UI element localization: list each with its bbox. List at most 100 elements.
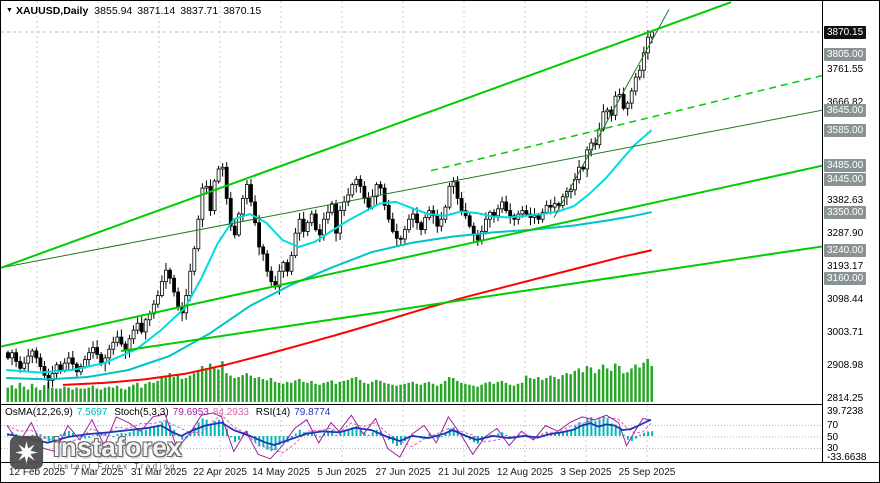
candle-body: [269, 270, 274, 283]
candle-body: [192, 248, 197, 272]
volume-bar: [447, 377, 451, 402]
candle-body: [66, 357, 71, 364]
volume-bar: [597, 369, 601, 402]
osma-bar: [120, 432, 123, 436]
volume-bar: [79, 388, 82, 402]
candle-body: [520, 210, 525, 215]
volume-bar: [500, 380, 504, 402]
volume-bar: [435, 385, 439, 402]
osma-bar: [116, 434, 119, 436]
volume-bar: [395, 385, 398, 402]
candle-body: [119, 336, 124, 345]
volume-bar: [533, 378, 536, 402]
candle-body: [30, 350, 35, 357]
volume-bar: [298, 378, 301, 402]
volume-bar: [225, 373, 228, 402]
volume-bar: [184, 378, 188, 402]
candle-body: [309, 213, 314, 224]
candle-body: [544, 204, 549, 213]
volume-bar: [148, 381, 151, 402]
instaforex-tagline: Instant Forex Trading: [53, 462, 177, 471]
trendline: [120, 245, 822, 352]
volume-bar: [249, 375, 252, 402]
osma-bar: [343, 430, 346, 436]
osma-bar: [614, 424, 617, 436]
candle-body: [62, 362, 67, 371]
time-tick-label: 21 Jul 2025: [438, 467, 490, 478]
osma-bar: [347, 429, 350, 436]
candle-body: [641, 52, 646, 71]
volume-bar: [180, 378, 184, 402]
indicator-labels: OsMA(12,26,9) 7.5697 Stoch(5,3,3) 79.6953 8…: [5, 407, 334, 418]
volume-bar: [391, 384, 394, 402]
osma-bar: [562, 430, 565, 436]
volume-bar: [614, 363, 617, 402]
candle-body: [374, 184, 379, 198]
candle-body: [91, 347, 95, 354]
volume-bar: [549, 375, 552, 402]
volume-bar: [362, 382, 366, 402]
osma-bar: [290, 436, 293, 439]
panel-resize-separator[interactable]: [1, 404, 879, 405]
osma-label: OsMA(12,26,9): [5, 407, 73, 418]
candle-body: [240, 198, 245, 215]
candle-body: [455, 181, 460, 199]
volume-bar: [26, 389, 30, 402]
osma-bar: [189, 432, 192, 436]
candle-body: [155, 295, 160, 305]
osma-bar: [161, 422, 164, 436]
volume-bar: [123, 389, 127, 402]
candle-body: [22, 362, 27, 369]
quote-close: 3870.15: [223, 5, 262, 17]
volume-bar: [646, 358, 649, 402]
osma-bar: [278, 436, 281, 445]
volume-bar: [176, 374, 180, 402]
candle-body: [548, 204, 553, 208]
osma-bar: [72, 432, 74, 436]
osma-bar: [96, 433, 99, 436]
instaforex-brand-text: instaforex: [53, 432, 183, 462]
price-level-label: 3240.00: [824, 244, 867, 257]
volume-bar: [103, 387, 107, 402]
volume-bar: [350, 378, 354, 402]
volume-bar: [294, 380, 297, 402]
price-tick-label: 2908.98: [827, 360, 864, 371]
main-chart-canvas[interactable]: [1, 1, 822, 404]
osma-bar: [391, 436, 394, 444]
volume-bar: [557, 378, 560, 402]
osma-bar: [63, 432, 66, 436]
candle-body: [135, 322, 140, 331]
candle-body: [338, 210, 343, 234]
osma-bar: [339, 432, 342, 436]
chart-dropdown-icon[interactable]: ▼: [6, 7, 13, 14]
volume-bar: [642, 362, 645, 402]
volume-bar: [281, 383, 285, 402]
price-level-label: 3805.00: [824, 48, 867, 61]
volume-bar: [63, 386, 66, 402]
price-tick-label: 3287.90: [827, 228, 864, 239]
stoch-k-value: 79.6953: [172, 407, 209, 418]
volume-bar: [245, 373, 248, 402]
indicator-panel-canvas[interactable]: [1, 405, 822, 462]
candle-body: [188, 270, 193, 296]
volume-bar: [573, 370, 576, 402]
osma-bar: [148, 427, 151, 436]
volume-bar: [10, 385, 14, 402]
osma-bar: [598, 419, 601, 436]
volume-bar: [541, 379, 544, 402]
volume-bar: [290, 382, 293, 402]
candle-body: [196, 218, 201, 250]
time-axis[interactable]: 12 Feb 2025 7 Mar 2025 31 Mar 2025 22 Apr 2…: [1, 463, 879, 482]
volume-bar: [285, 381, 289, 402]
candle-body: [492, 211, 496, 217]
candle-body: [26, 355, 31, 364]
candle-body: [617, 94, 622, 97]
volume-bar: [269, 378, 273, 402]
volume-bar: [99, 389, 103, 402]
osma-bar: [630, 436, 633, 442]
osma-bar: [132, 430, 135, 436]
osma-bar: [634, 436, 637, 439]
volume-bar: [346, 379, 350, 402]
price-axis[interactable]: 3761.55 3666.82 3382.63 3287.90 3193.17 3098.…: [822, 1, 879, 463]
symbol-info: ▼ XAUUSD,Daily 3855.94 3871.14 3837.71 3870.1…: [6, 5, 266, 17]
